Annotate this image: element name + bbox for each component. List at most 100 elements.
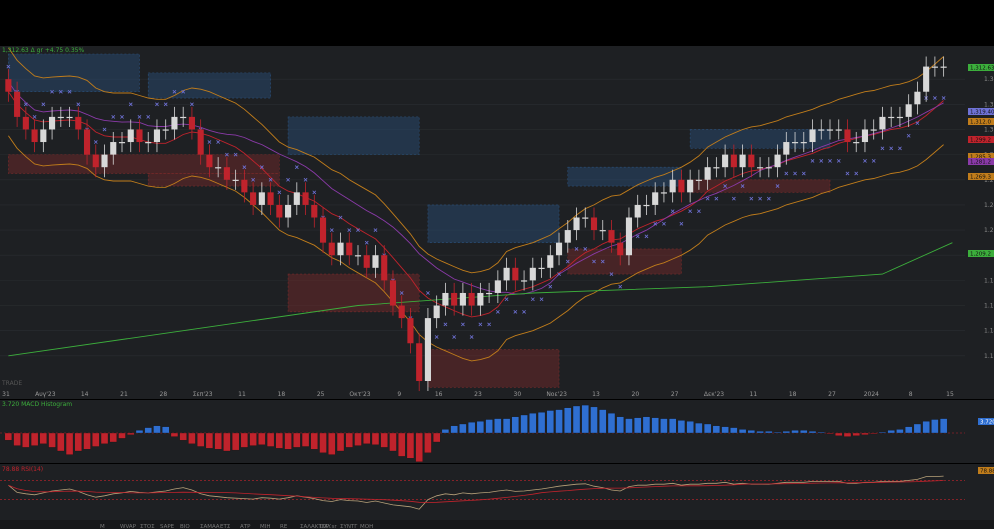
toolbar-item[interactable]: RE <box>280 524 288 529</box>
price-header-label: 1,312.63 Δ gr +4.75 0.35% <box>2 47 85 54</box>
x-tick-label: 27 <box>671 391 679 398</box>
psar-point <box>609 272 614 276</box>
psar-point <box>478 322 483 327</box>
psar-point <box>356 228 360 232</box>
toolbar-item[interactable]: ΣΤΟΣ <box>140 524 155 529</box>
psar-point <box>871 159 876 163</box>
psar-point <box>41 102 46 107</box>
psar-point <box>469 335 474 339</box>
macd-bar <box>336 432 345 452</box>
macd-bar <box>625 418 633 434</box>
macd-bar <box>835 432 843 436</box>
macd-bar <box>703 423 712 434</box>
toolbar-item[interactable]: WVAP <box>120 524 137 529</box>
psar-point <box>740 184 745 188</box>
toolbar-item[interactable]: ΕΤΣ <box>220 524 231 529</box>
psar-point <box>889 146 894 151</box>
macd-bar <box>861 432 869 435</box>
psar-point <box>635 234 640 239</box>
price-chart-svg[interactable]: 1.121.141.161.181.201.221.241.261.281.30… <box>0 46 994 399</box>
psar-point <box>452 335 457 339</box>
rsi-panel[interactable]: 78.88 78.88 RSI(14) <box>0 464 994 520</box>
macd-bar <box>537 412 546 434</box>
psar-point <box>731 196 736 201</box>
toolbar-item[interactable]: ΣΥΝΤΓ <box>340 524 358 529</box>
candle-body <box>206 154 213 168</box>
x-tick-label: 14 <box>81 391 89 398</box>
psar-point <box>76 102 81 107</box>
psar-point <box>863 159 867 163</box>
candle-body <box>293 192 300 205</box>
toolbar-item[interactable]: MIH <box>260 524 271 529</box>
psar-point <box>434 335 439 339</box>
candle-body <box>573 217 580 231</box>
toolbar-item[interactable]: M <box>100 524 105 529</box>
toolbar-item[interactable]: ΣΑΛΑΚΤΩΡ <box>300 524 330 529</box>
price-tag-label: 1,312.0 <box>970 120 991 126</box>
candle-body <box>223 167 230 180</box>
macd-bar <box>476 421 485 434</box>
macd-bar <box>660 418 668 434</box>
candle-body <box>765 167 772 169</box>
macd-bar <box>188 432 196 444</box>
psar-point <box>600 259 605 264</box>
rsi-svg[interactable]: 78.88 <box>0 464 994 520</box>
price-tag-label: 1,299.2 <box>970 138 991 144</box>
psar-point <box>233 152 238 157</box>
candle-body <box>818 129 825 131</box>
macd-histogram-svg[interactable]: 3.720 <box>0 400 994 463</box>
toolbar-item[interactable]: ΜΟΗ <box>360 524 373 529</box>
y-tick-label: 1.30 <box>984 126 994 133</box>
toolbar-item[interactable]: DAY.sr <box>320 524 337 529</box>
candle-body <box>529 267 536 281</box>
psar-point <box>373 228 378 232</box>
macd-bar <box>231 432 240 451</box>
candle-body <box>337 242 344 256</box>
y-tick-label: 1.12 <box>984 353 994 360</box>
candle-body <box>888 116 895 119</box>
toolbar-item[interactable]: ΣΑΜΑΑ <box>200 524 220 529</box>
candle-body <box>748 154 755 168</box>
macd-bar <box>92 432 100 447</box>
ema-fast-line <box>8 91 944 318</box>
candle-body <box>547 255 554 268</box>
macd-bar <box>669 418 677 434</box>
x-tick-label: 28 <box>160 391 168 398</box>
candle-body <box>459 292 466 306</box>
price-zone <box>287 273 420 313</box>
toolbar-item[interactable]: ΑΤΡ <box>240 524 251 529</box>
macd-panel[interactable]: 3.720 3.720 MACD Histogram <box>0 400 994 463</box>
x-tick-label: 8 <box>909 391 913 398</box>
candle-body <box>722 154 729 168</box>
price-tag-box <box>968 136 994 143</box>
price-tag-box <box>968 118 994 125</box>
y-tick-label: 1.32 <box>984 101 994 108</box>
candle-body <box>92 154 99 168</box>
macd-bar <box>30 432 39 446</box>
x-tick-label: 27 <box>828 391 836 398</box>
psar-point <box>216 140 221 144</box>
psar-point <box>828 159 832 163</box>
macd-bar <box>266 432 275 447</box>
x-tick-label: 23 <box>474 391 482 398</box>
macd-bar <box>677 420 686 434</box>
candle-body <box>914 91 921 105</box>
psar-point <box>618 284 623 289</box>
rsi-tag-box <box>978 467 994 474</box>
toolbar-item[interactable]: SAPE <box>160 524 175 529</box>
psar-point <box>941 96 946 100</box>
candle-body <box>153 129 161 143</box>
toolbar-item[interactable]: BIO <box>180 524 190 529</box>
macd-bar <box>651 417 659 434</box>
candle-body <box>931 66 938 68</box>
macd-bar <box>765 431 773 434</box>
psar-point <box>697 209 701 214</box>
psar-point <box>329 228 334 232</box>
y-tick-label: 1.16 <box>984 303 994 310</box>
candle-body <box>896 116 903 119</box>
psar-point <box>670 209 675 214</box>
psar-point <box>303 177 308 182</box>
price-chart-panel[interactable]: 1.121.141.161.181.201.221.241.261.281.30… <box>0 46 994 399</box>
price-zone <box>567 248 682 275</box>
macd-bar <box>686 421 694 434</box>
